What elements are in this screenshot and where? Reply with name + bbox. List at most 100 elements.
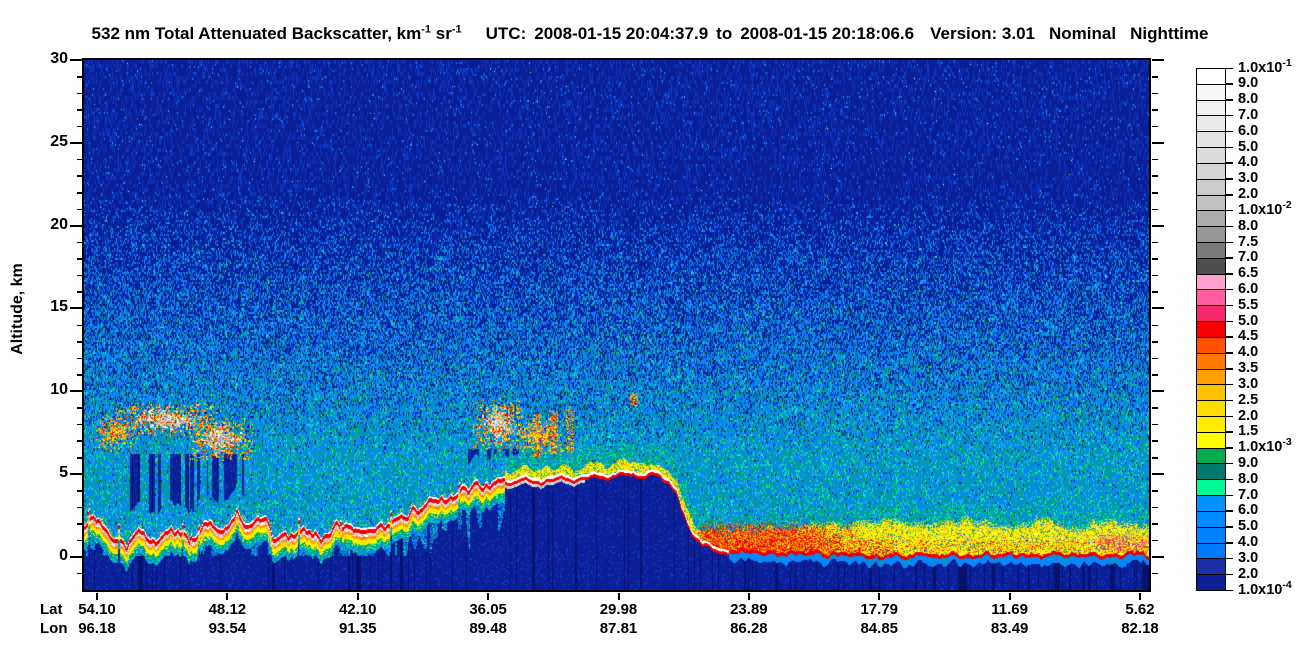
lat-value: 36.05 xyxy=(469,601,507,618)
colorbar-tick xyxy=(1226,162,1233,164)
y-tick-label: 0 xyxy=(59,546,68,564)
colorbar-tick xyxy=(1226,526,1233,528)
colorbar-tick xyxy=(1226,288,1233,291)
title-to: to xyxy=(716,24,733,43)
colorbar-box xyxy=(1196,226,1226,243)
y-minor-tick-right xyxy=(1152,125,1158,128)
colorbar-box xyxy=(1196,558,1226,576)
y-minor-tick-right xyxy=(1152,490,1158,492)
y-minor-tick xyxy=(77,175,83,177)
colorbar-label: 5.0 xyxy=(1238,138,1259,155)
y-tick-label: 20 xyxy=(50,215,68,233)
y-minor-tick-right xyxy=(1152,457,1158,459)
y-minor-tick xyxy=(77,274,83,277)
colorbar-tick xyxy=(1226,146,1233,149)
y-minor-tick-right xyxy=(1152,76,1158,78)
colorbar-box xyxy=(1196,542,1226,560)
y-minor-tick xyxy=(77,523,83,525)
colorbar-box xyxy=(1196,178,1226,196)
colorbar-box xyxy=(1196,68,1226,85)
colorbar-tick xyxy=(1226,67,1233,69)
colorbar-label: 8.0 xyxy=(1238,470,1259,487)
colorbar-tick xyxy=(1226,462,1233,465)
colorbar-tick xyxy=(1226,415,1233,417)
colorbar-box xyxy=(1196,242,1226,259)
y-minor-tick xyxy=(77,125,83,128)
colorbar-label: 2.0 xyxy=(1238,565,1259,582)
colorbar-box xyxy=(1196,479,1226,497)
y-minor-tick-right xyxy=(1152,92,1158,95)
title-km-exponent: -1 xyxy=(421,23,432,36)
y-minor-tick xyxy=(77,407,83,409)
colorbar-tick xyxy=(1226,510,1233,512)
y-minor-tick xyxy=(77,76,83,78)
colorbar-tick xyxy=(1226,573,1233,576)
colorbar-label: 8.0 xyxy=(1238,217,1259,234)
y-minor-tick xyxy=(77,457,83,459)
x-major-tick xyxy=(1008,593,1011,600)
lat-value: 54.10 xyxy=(78,601,116,618)
colorbar-label: 9.0 xyxy=(1238,75,1259,92)
colorbar-label: 2.0 xyxy=(1238,407,1259,424)
lon-row-label: Lon xyxy=(40,620,68,637)
title-mode: Nominal xyxy=(1049,24,1117,43)
colorbar-box xyxy=(1196,289,1226,307)
colorbar-tick xyxy=(1226,399,1233,402)
colorbar-tick xyxy=(1226,114,1233,117)
y-tick-label: 30 xyxy=(50,50,68,67)
colorbar-label-exponent: -2 xyxy=(1282,199,1292,212)
colorbar-tick xyxy=(1226,83,1233,85)
lat-value: 17.79 xyxy=(860,601,899,618)
colorbar-label: 1.0x10-2 xyxy=(1238,199,1292,218)
y-minor-tick xyxy=(77,506,83,509)
colorbar-label: 4.0 xyxy=(1238,534,1259,551)
colorbar-box xyxy=(1196,210,1226,228)
colorbar-label: 2.5 xyxy=(1238,391,1259,408)
colorbar-tick xyxy=(1226,589,1233,591)
lat-value: 29.98 xyxy=(599,601,638,618)
colorbar-box xyxy=(1196,368,1226,386)
colorbar-label: 6.0 xyxy=(1238,502,1259,519)
y-minor-tick-right xyxy=(1152,440,1158,442)
y-minor-tick-right xyxy=(1152,208,1158,211)
colorbar-tick xyxy=(1226,352,1233,354)
y-minor-tick-right xyxy=(1152,572,1158,575)
y-major-tick-right xyxy=(1152,141,1164,144)
lon-value: 93.54 xyxy=(208,620,247,637)
colorbar-tick xyxy=(1226,383,1233,386)
lon-value: 84.85 xyxy=(860,620,899,637)
y-major-tick-right xyxy=(1152,224,1164,227)
y-minor-tick-right xyxy=(1152,192,1158,194)
lat-row-label: Lat xyxy=(40,601,63,618)
colorbar-box xyxy=(1196,352,1226,370)
y-major-tick-right xyxy=(1152,307,1164,310)
colorbar-label: 5.0 xyxy=(1238,312,1259,329)
y-tick-label: 5 xyxy=(59,464,68,482)
y-major-tick-right xyxy=(1152,390,1164,393)
colorbar-box xyxy=(1196,447,1226,465)
colorbar-box xyxy=(1196,305,1226,323)
y-tick-label: 25 xyxy=(50,132,68,150)
colorbar-box xyxy=(1196,336,1226,354)
title-utc-label: UTC: xyxy=(485,24,527,43)
colorbar-tick xyxy=(1226,194,1233,196)
colorbar-box xyxy=(1196,510,1226,528)
colorbar-tick xyxy=(1226,225,1233,228)
title-product: 532 nm Total Attenuated Backscatter, km xyxy=(91,24,422,43)
x-major-tick xyxy=(356,593,359,600)
y-minor-tick xyxy=(77,440,83,442)
y-minor-tick-right xyxy=(1152,241,1158,244)
y-tick-label: 10 xyxy=(50,381,68,399)
colorbar-tick xyxy=(1226,178,1233,180)
title-utc-end: 2008-01-15 20:18:06.6 xyxy=(740,24,915,43)
colorbar-tick xyxy=(1226,209,1233,212)
y-minor-tick xyxy=(77,92,83,95)
colorbar-label: 1.0x10-1 xyxy=(1238,56,1292,76)
title-version: Version: 3.01 xyxy=(930,24,1036,43)
y-minor-tick xyxy=(77,291,83,293)
colorbar-tick xyxy=(1226,241,1233,243)
x-major-tick xyxy=(96,593,98,600)
colorbar-box xyxy=(1196,147,1226,164)
lon-value: 87.81 xyxy=(599,620,638,637)
colorbar-box xyxy=(1196,131,1226,149)
